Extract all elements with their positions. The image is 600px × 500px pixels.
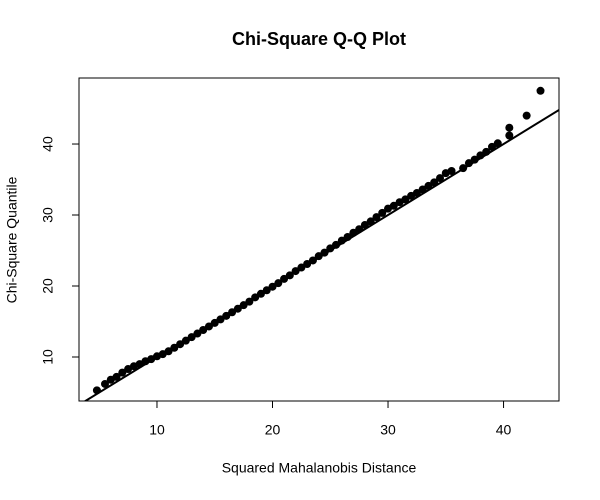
y-tick-label: 40 xyxy=(40,136,56,152)
point xyxy=(256,289,265,298)
point xyxy=(314,252,323,261)
point xyxy=(274,279,283,288)
point xyxy=(204,322,213,331)
point xyxy=(389,201,398,210)
point xyxy=(199,326,208,335)
point xyxy=(447,166,456,175)
point xyxy=(320,248,329,257)
point xyxy=(170,343,179,352)
point xyxy=(239,301,248,310)
point xyxy=(418,185,427,194)
point xyxy=(233,304,242,313)
y-axis-label: Chi-Square Quantile xyxy=(4,176,20,303)
point xyxy=(308,256,317,265)
point xyxy=(372,213,381,222)
point xyxy=(326,244,335,253)
point xyxy=(436,174,445,183)
point xyxy=(464,159,473,168)
point xyxy=(343,233,352,242)
point xyxy=(268,282,277,291)
point xyxy=(378,208,387,217)
x-tick-label: 30 xyxy=(380,422,396,438)
point xyxy=(216,315,225,324)
point xyxy=(112,372,121,381)
point xyxy=(210,318,219,327)
point xyxy=(482,147,491,156)
chart-title: Chi-Square Q-Q Plot xyxy=(232,29,406,49)
point xyxy=(176,340,185,349)
point xyxy=(222,311,231,320)
point xyxy=(366,217,375,226)
point xyxy=(522,111,531,120)
point xyxy=(430,178,439,187)
point xyxy=(360,220,369,229)
point xyxy=(181,336,190,345)
point xyxy=(401,195,410,204)
point xyxy=(412,189,421,198)
point xyxy=(164,347,173,356)
x-tick-label: 20 xyxy=(265,422,281,438)
x-tick-label: 10 xyxy=(149,422,165,438)
point xyxy=(459,164,468,173)
point xyxy=(251,293,260,302)
point xyxy=(228,308,237,317)
point xyxy=(505,123,514,132)
point xyxy=(118,368,127,377)
point xyxy=(303,259,312,268)
point xyxy=(424,181,433,190)
point xyxy=(100,379,109,388)
point xyxy=(297,263,306,272)
point xyxy=(470,155,479,164)
point xyxy=(487,142,496,151)
point xyxy=(262,286,271,295)
point xyxy=(493,139,502,148)
y-tick-label: 30 xyxy=(40,207,56,223)
point xyxy=(476,151,485,160)
point xyxy=(349,228,358,237)
x-axis-label: Squared Mahalanobis Distance xyxy=(222,460,417,476)
point xyxy=(536,86,545,95)
y-tick-label: 20 xyxy=(40,278,56,294)
point xyxy=(245,297,254,306)
point xyxy=(285,271,294,280)
point xyxy=(187,333,196,342)
y-tick-label: 10 xyxy=(40,349,56,365)
point xyxy=(337,236,346,245)
point xyxy=(193,329,202,338)
point xyxy=(92,386,101,395)
x-tick-label: 40 xyxy=(496,422,512,438)
point xyxy=(291,267,300,276)
point xyxy=(332,240,341,249)
plot-box xyxy=(78,77,560,402)
point xyxy=(355,225,364,234)
point xyxy=(280,274,289,283)
point xyxy=(505,131,514,140)
